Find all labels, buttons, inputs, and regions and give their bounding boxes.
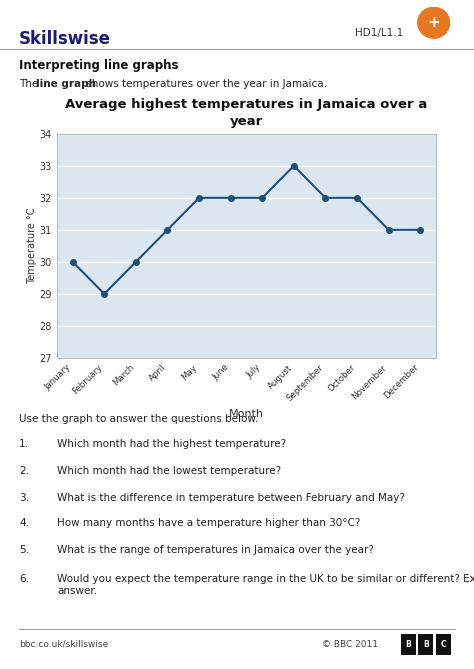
- Text: © BBC 2011: © BBC 2011: [322, 640, 378, 649]
- Text: Would you expect the temperature range in the UK to be similar or different? Exp: Would you expect the temperature range i…: [57, 574, 474, 595]
- Text: C: C: [440, 640, 446, 649]
- Text: 6.: 6.: [19, 574, 29, 584]
- Title: Average highest temperatures in Jamaica over a
year: Average highest temperatures in Jamaica …: [65, 98, 428, 128]
- Text: What is the range of temperatures in Jamaica over the year?: What is the range of temperatures in Jam…: [57, 545, 374, 555]
- Text: 5.: 5.: [19, 545, 29, 555]
- Text: +: +: [428, 15, 440, 30]
- Text: B: B: [423, 640, 428, 649]
- Text: 1.: 1.: [19, 439, 29, 449]
- Text: shows temperatures over the year in Jamaica.: shows temperatures over the year in Jama…: [83, 79, 327, 89]
- Bar: [401, 634, 416, 655]
- Text: The: The: [19, 79, 41, 89]
- Text: 4.: 4.: [19, 518, 29, 528]
- Text: B: B: [405, 640, 411, 649]
- Text: How many months have a temperature higher than 30°C?: How many months have a temperature highe…: [57, 518, 360, 528]
- Bar: [418, 634, 433, 655]
- Text: Use the graph to answer the questions below.: Use the graph to answer the questions be…: [19, 414, 258, 424]
- Text: Interpreting line graphs: Interpreting line graphs: [19, 59, 178, 72]
- Text: 3.: 3.: [19, 493, 29, 503]
- Text: What is the difference in temperature between February and May?: What is the difference in temperature be…: [57, 493, 405, 503]
- Text: HD1/L1.1: HD1/L1.1: [356, 28, 404, 38]
- Text: bbc.co.uk/skillswise: bbc.co.uk/skillswise: [19, 640, 108, 649]
- Y-axis label: Temperature °C: Temperature °C: [27, 207, 37, 284]
- Text: Skillswise: Skillswise: [19, 30, 111, 48]
- Text: 2.: 2.: [19, 466, 29, 476]
- Text: line graph: line graph: [36, 79, 96, 89]
- X-axis label: Month: Month: [229, 409, 264, 419]
- Circle shape: [418, 7, 450, 38]
- Bar: [436, 634, 451, 655]
- Text: Which month had the lowest temperature?: Which month had the lowest temperature?: [57, 466, 281, 476]
- Text: Which month had the highest temperature?: Which month had the highest temperature?: [57, 439, 286, 449]
